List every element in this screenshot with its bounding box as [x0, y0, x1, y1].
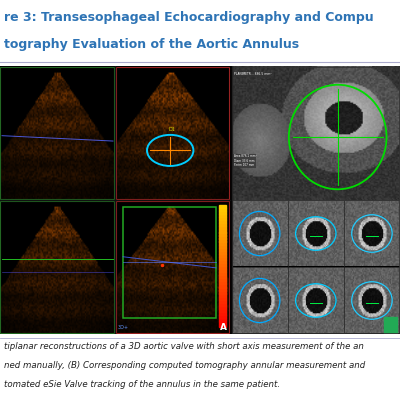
Bar — [219, 324, 226, 327]
Bar — [219, 226, 226, 230]
Bar — [116, 201, 229, 333]
Bar — [219, 232, 226, 236]
Bar — [219, 257, 226, 260]
Bar — [219, 220, 226, 223]
Bar — [219, 306, 226, 309]
Bar — [219, 242, 226, 245]
Bar — [219, 312, 226, 315]
Text: Area 876.1 mm²
Diam 33.6 mm
Perim 107 mm: Area 876.1 mm² Diam 33.6 mm Perim 107 mm — [234, 154, 256, 168]
Bar — [219, 235, 226, 239]
Bar — [219, 278, 226, 282]
Bar — [219, 238, 226, 242]
Text: re 3: Transesophageal Echocardiography and Compu: re 3: Transesophageal Echocardiography a… — [4, 11, 374, 24]
Bar — [219, 287, 226, 291]
Bar — [219, 208, 226, 211]
Bar — [219, 223, 226, 226]
Bar — [219, 318, 226, 321]
Bar — [232, 67, 399, 333]
Bar — [219, 229, 226, 232]
Bar — [219, 251, 226, 254]
Bar — [219, 214, 226, 217]
Bar — [219, 315, 226, 318]
Bar — [219, 309, 226, 312]
Bar — [219, 263, 226, 266]
Bar — [219, 211, 226, 214]
Text: tography Evaluation of the Aortic Annulus: tography Evaluation of the Aortic Annulu… — [4, 38, 299, 52]
Bar — [219, 205, 226, 208]
Bar — [219, 284, 226, 288]
Bar — [219, 294, 226, 297]
Bar — [219, 254, 226, 257]
Bar — [219, 281, 226, 284]
Text: D1: D1 — [169, 127, 176, 132]
Bar — [219, 269, 226, 272]
Text: tiplanar reconstructions of a 3D aortic valve with short axis measurement of the: tiplanar reconstructions of a 3D aortic … — [4, 342, 364, 351]
Bar — [219, 248, 226, 251]
Bar — [219, 296, 226, 300]
Bar — [0, 67, 114, 199]
Text: A: A — [220, 323, 227, 332]
Bar — [219, 217, 226, 220]
Bar — [219, 303, 226, 306]
Bar — [219, 300, 226, 303]
Text: PLANIMETR... 886.5 mm²: PLANIMETR... 886.5 mm² — [234, 72, 271, 76]
Bar — [219, 260, 226, 263]
Text: ned manually, (B) Corresponding computed tomography annular measurement and: ned manually, (B) Corresponding computed… — [4, 361, 365, 370]
Bar — [384, 316, 397, 333]
Bar — [219, 290, 226, 294]
Bar — [219, 272, 226, 275]
Bar — [219, 244, 226, 248]
Bar — [0, 201, 114, 333]
Text: tomated eSie Valve tracking of the annulus in the same patient.: tomated eSie Valve tracking of the annul… — [4, 380, 280, 388]
Bar — [219, 275, 226, 278]
Text: 3D+: 3D+ — [118, 325, 128, 330]
Bar — [219, 321, 226, 324]
Bar — [123, 207, 216, 318]
Bar — [219, 266, 226, 269]
Bar — [116, 67, 229, 199]
